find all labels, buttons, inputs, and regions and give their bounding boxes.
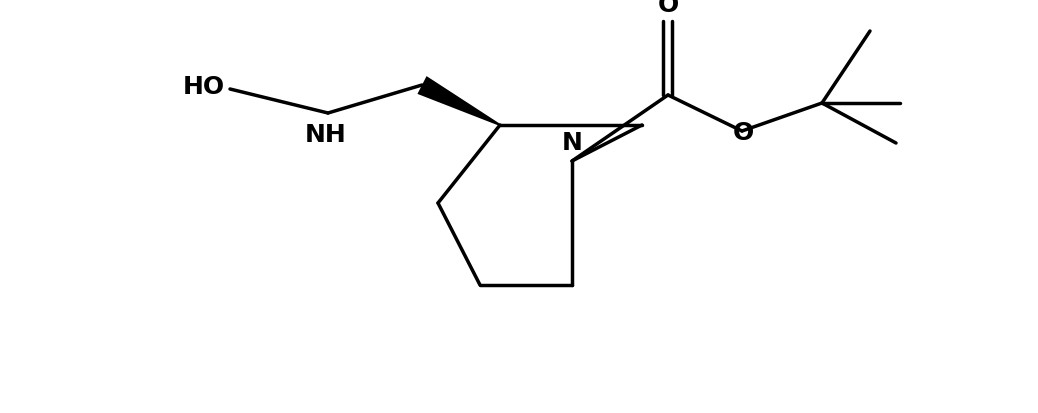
Text: O: O (733, 121, 754, 145)
Text: HO: HO (183, 75, 225, 99)
Polygon shape (417, 76, 500, 126)
Text: N: N (562, 131, 582, 155)
Text: NH: NH (305, 123, 347, 147)
Text: O: O (657, 0, 679, 17)
